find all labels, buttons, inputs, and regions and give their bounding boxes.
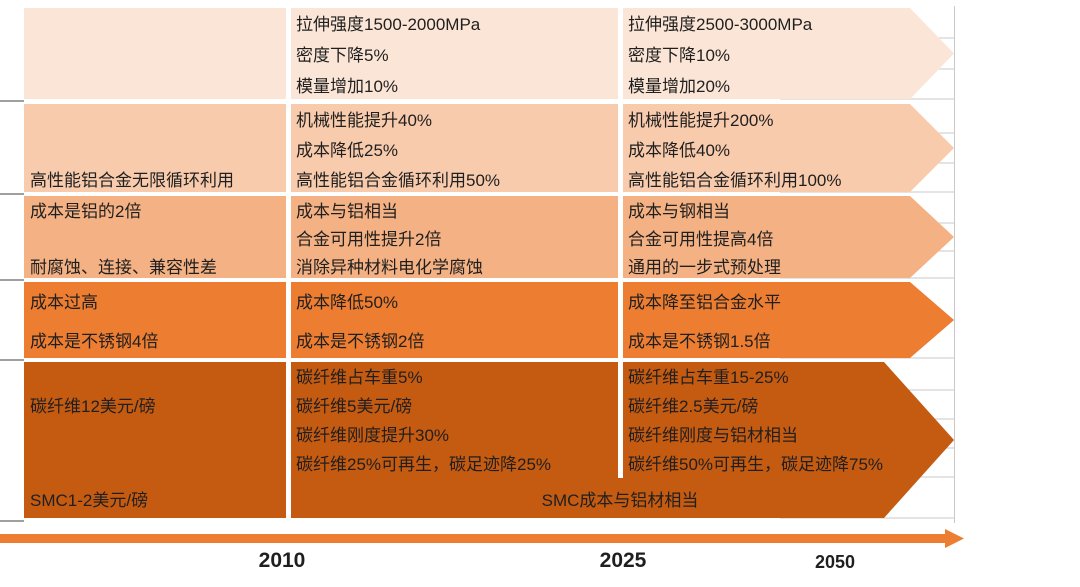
axis-year-2050: 2050 — [814, 552, 856, 572]
roadmap-row: 碳纤维刚度提升30% 碳纤维刚度与铝材相当 — [24, 420, 954, 447]
milestone-2025-cell: 碳纤维刚度提升30% — [296, 426, 450, 445]
roadmap-row: 成本过高 成本降低50% 成本降至铝合金水平 — [24, 282, 954, 318]
milestone-2050-cell: 密度下降10% — [628, 46, 731, 65]
roadmap-row: 成本是铝的2倍 成本与铝相当 成本与钢相当 — [24, 196, 954, 222]
milestone-2010-cell: 耐腐蚀、连接、兼容性差 — [30, 257, 217, 277]
milestone-2050-cell: 成本与钢相当 — [628, 201, 730, 221]
band-3-fill — [24, 196, 954, 278]
column-divider — [286, 362, 291, 518]
axis-year-2010: 2010 — [258, 549, 306, 572]
roadmap-band-4: 成本过高 成本降低50% 成本降至铝合金水平 成本是不锈钢4倍 成本是不锈钢2倍… — [24, 282, 954, 358]
milestone-2050-cell: 通用的一步式预处理 — [628, 257, 781, 277]
roadmap-row: 成本降低25% 成本降低40% — [24, 134, 954, 162]
milestone-2050-cell: 碳纤维占车重15-25% — [628, 368, 789, 387]
axis-year-2025: 2025 — [599, 549, 647, 572]
milestone-2025-cell: 高性能铝合金循环利用50% — [296, 170, 501, 190]
band-5-fill — [24, 362, 954, 518]
roadmap-row: 密度下降5% 密度下降10% — [24, 39, 954, 68]
milestone-merged-cell: SMC成本与铝材相当 — [541, 490, 699, 510]
band-1-fill — [24, 8, 954, 99]
milestone-2025-cell: 成本降低50% — [296, 292, 399, 312]
milestone-2025-cell: 成本是不锈钢2倍 — [296, 331, 425, 351]
roadmap-row: 碳纤维25%可再生，碳足迹降25% 碳纤维50%可再生，碳足迹降75% — [24, 449, 954, 476]
milestone-2025-cell: 合金可用性提升2倍 — [296, 229, 442, 249]
column-divider — [618, 8, 623, 99]
milestone-2010-cell: 成本是不锈钢4倍 — [30, 331, 159, 351]
timeline-arrow — [0, 534, 945, 543]
roadmap-row: SMC1-2美元/磅 SMC成本与铝材相当 — [24, 478, 954, 518]
milestone-2050-cell: 合金可用性提高4倍 — [628, 229, 774, 249]
milestone-2025-cell: 成本降低25% — [296, 140, 399, 160]
roadmap-row: 成本是不锈钢4倍 成本是不锈钢2倍 成本是不锈钢1.5倍 — [24, 321, 954, 357]
milestone-2025-cell: 模量增加10% — [296, 77, 399, 96]
roadmap-row: 机械性能提升40% 机械性能提升200% — [24, 104, 954, 132]
milestone-2010-cell: 高性能铝合金无限循环利用 — [30, 170, 234, 190]
milestone-2050-cell: 成本是不锈钢1.5倍 — [628, 331, 771, 351]
milestone-2025-cell: 碳纤维占车重5% — [296, 368, 423, 387]
milestone-2050-cell: 成本降至铝合金水平 — [628, 292, 781, 312]
band-2-fill — [24, 104, 954, 192]
milestone-2025-cell: 碳纤维25%可再生，碳足迹降25% — [296, 455, 552, 474]
milestone-2010-cell: SMC1-2美元/磅 — [30, 490, 149, 510]
column-divider — [286, 282, 291, 358]
milestone-2050-cell: 拉伸强度2500-3000MPa — [628, 15, 813, 34]
milestone-2025-cell: 机械性能提升40% — [296, 110, 433, 130]
roadmap-row: 耐腐蚀、连接、兼容性差 消除异种材料电化学腐蚀 通用的一步式预处理 — [24, 252, 954, 278]
band-4-fill — [24, 282, 954, 358]
roadmap-row: 模量增加10% 模量增加20% — [24, 70, 954, 99]
milestone-2050-cell: 机械性能提升200% — [628, 110, 774, 130]
milestone-2025-cell: 成本与铝相当 — [296, 201, 398, 221]
roadmap-row: 高性能铝合金无限循环利用 高性能铝合金循环利用50% 高性能铝合金循环利用100… — [24, 164, 954, 192]
milestone-2025-cell: 拉伸强度1500-2000MPa — [296, 15, 481, 34]
column-divider — [618, 196, 623, 278]
roadmap-band-2: 机械性能提升40% 机械性能提升200% 成本降低25% 成本降低40% 高性能… — [24, 104, 954, 192]
column-divider — [286, 8, 291, 99]
milestone-2050-cell: 成本降低40% — [628, 140, 731, 160]
roadmap-band-1: 拉伸强度1500-2000MPa 拉伸强度2500-3000MPa 密度下降5%… — [24, 8, 954, 99]
milestone-2050-cell: 碳纤维2.5美元/磅 — [628, 397, 759, 416]
roadmap-row: 拉伸强度1500-2000MPa 拉伸强度2500-3000MPa — [24, 8, 954, 37]
milestone-2010-cell: 碳纤维12美元/磅 — [30, 397, 156, 416]
roadmap-row: 碳纤维12美元/磅 碳纤维5美元/磅 碳纤维2.5美元/磅 — [24, 391, 954, 418]
column-divider — [286, 104, 291, 192]
milestone-2010-cell: 成本是铝的2倍 — [30, 201, 142, 221]
roadmap-row: 合金可用性提升2倍 合金可用性提高4倍 — [24, 224, 954, 250]
roadmap-band-3: 成本是铝的2倍 成本与铝相当 成本与钢相当 合金可用性提升2倍 合金可用性提高4… — [24, 196, 954, 278]
milestone-2050-cell: 碳纤维刚度与铝材相当 — [628, 426, 798, 445]
milestone-2025-cell: 碳纤维5美元/磅 — [296, 397, 413, 416]
milestone-2050-cell: 碳纤维50%可再生，碳足迹降75% — [628, 455, 884, 474]
milestone-2010-cell: 成本过高 — [30, 292, 98, 312]
milestone-2050-cell: 模量增加20% — [628, 77, 731, 96]
milestone-2050-cell: 高性能铝合金循环利用100% — [628, 170, 842, 190]
column-divider — [618, 362, 623, 478]
milestone-2025-cell: 密度下降5% — [296, 46, 389, 65]
roadmap-row: 碳纤维占车重5% 碳纤维占车重15-25% — [24, 362, 954, 389]
column-divider — [618, 104, 623, 192]
milestone-2025-cell: 消除异种材料电化学腐蚀 — [296, 257, 483, 277]
column-divider — [286, 196, 291, 278]
roadmap-band-5: 碳纤维占车重5% 碳纤维占车重15-25% 碳纤维12美元/磅 碳纤维5美元/磅… — [24, 362, 954, 518]
column-divider — [618, 282, 623, 358]
